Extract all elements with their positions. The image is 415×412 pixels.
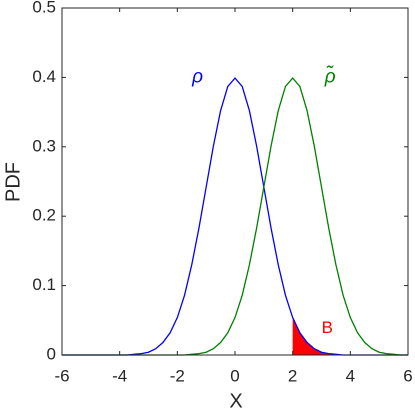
x-tick-label: 4	[346, 366, 355, 385]
axes-box	[61, 7, 409, 356]
shaded-area	[292, 317, 408, 355]
x-axis-label: X	[229, 390, 242, 412]
y-tick-label: 0.4	[32, 67, 56, 86]
y-axis-label: PDF	[2, 162, 24, 202]
y-tick-label: 0	[47, 344, 56, 363]
y-tick-label: 0.5	[32, 0, 56, 16]
y-tick-label: 0.1	[32, 275, 56, 294]
x-tick-label: 0	[230, 366, 239, 385]
area-label: B	[322, 318, 333, 337]
series-label: ρ̃	[324, 65, 336, 87]
line	[62, 77, 408, 356]
y-tick-label: 0.2	[32, 206, 56, 225]
x-tick-label: 6	[403, 366, 412, 385]
line	[62, 77, 408, 356]
x-tick-label: -6	[54, 366, 69, 385]
x-tick-label: -4	[112, 366, 127, 385]
x-tick-label: -2	[170, 366, 185, 385]
series-label: ρ	[191, 66, 203, 87]
y-tick-label: 0.3	[32, 136, 56, 155]
x-tick-label: 2	[288, 366, 297, 385]
